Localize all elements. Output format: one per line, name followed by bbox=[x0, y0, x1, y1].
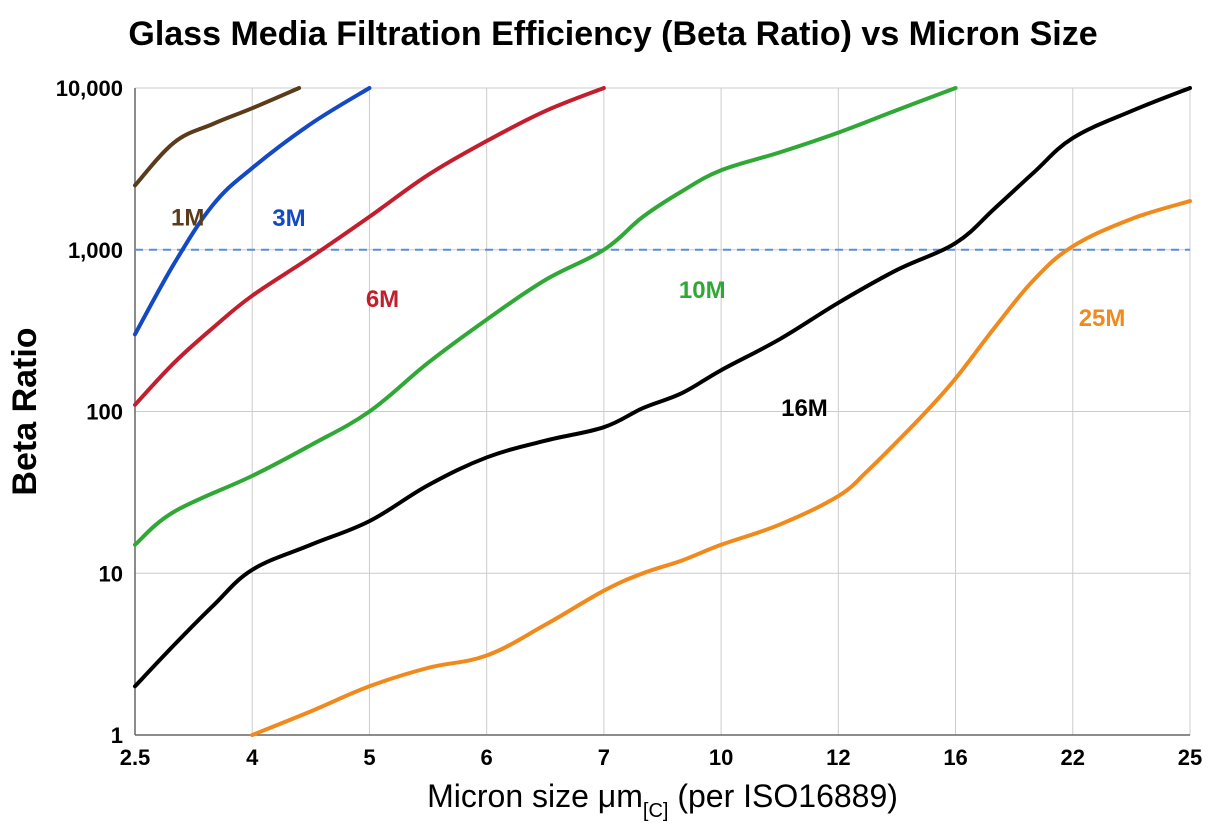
line-chart: Glass Media Filtration Efficiency (Beta … bbox=[0, 0, 1227, 836]
series-16M bbox=[135, 88, 1190, 686]
x-tick: 10 bbox=[709, 745, 733, 770]
gridlines bbox=[135, 88, 1190, 735]
x-tick: 12 bbox=[826, 745, 850, 770]
x-axis-title: Micron size μm[C] (per ISO16889) bbox=[427, 778, 898, 822]
x-tick: 22 bbox=[1061, 745, 1085, 770]
x-tick: 4 bbox=[246, 745, 259, 770]
series-label-1M: 1M bbox=[171, 204, 204, 231]
y-tick: 1,000 bbox=[68, 238, 123, 263]
series-label-3M: 3M bbox=[272, 205, 305, 232]
series-label-6M: 6M bbox=[366, 286, 399, 313]
y-tick: 1 bbox=[111, 723, 123, 748]
x-tick: 5 bbox=[363, 745, 375, 770]
y-tick: 100 bbox=[86, 400, 123, 425]
x-tick: 16 bbox=[943, 745, 967, 770]
y-tick-labels: 1 10 100 1,000 10,000 bbox=[56, 76, 123, 748]
y-axis-title: Beta Ratio bbox=[6, 327, 44, 495]
series-10M bbox=[135, 88, 956, 545]
x-tick: 7 bbox=[598, 745, 610, 770]
x-tick: 2.5 bbox=[120, 745, 151, 770]
series-label-25M: 25M bbox=[1079, 305, 1126, 332]
series-label-16M: 16M bbox=[781, 395, 828, 422]
x-tick: 25 bbox=[1178, 745, 1202, 770]
chart-title: Glass Media Filtration Efficiency (Beta … bbox=[128, 15, 1097, 53]
y-tick: 10 bbox=[99, 561, 123, 586]
series-label-10M: 10M bbox=[679, 277, 726, 304]
x-tick: 6 bbox=[481, 745, 493, 770]
series-labels: 1M 3M 6M 10M 16M 25M bbox=[171, 204, 1125, 422]
x-tick-labels: 2.5 4 5 6 7 10 12 16 22 25 bbox=[120, 745, 1203, 770]
chart-container: Glass Media Filtration Efficiency (Beta … bbox=[0, 0, 1227, 836]
y-tick: 10,000 bbox=[56, 76, 123, 101]
